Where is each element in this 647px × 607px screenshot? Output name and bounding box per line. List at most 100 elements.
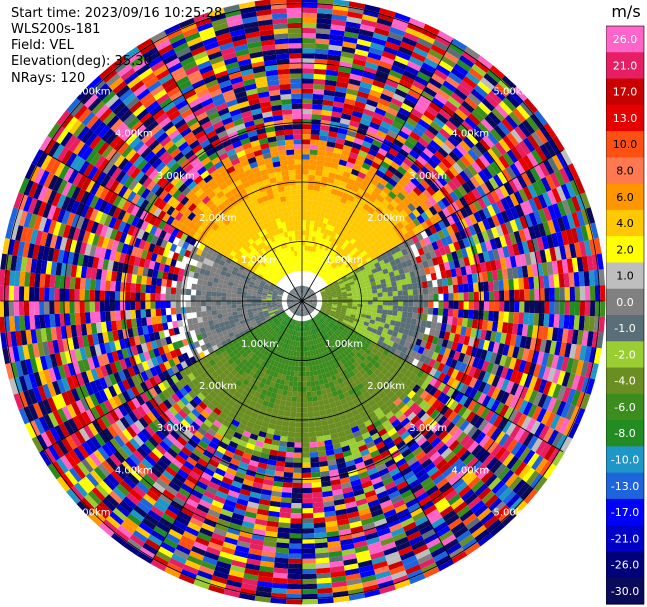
velocity-gate [310,456,319,463]
velocity-gate [534,288,540,301]
velocity-gate [367,250,375,257]
velocity-gate [381,50,397,61]
velocity-gate [360,19,377,28]
velocity-gate [458,301,464,310]
velocity-gate [325,270,331,276]
velocity-gate [350,283,356,288]
velocity-gate [438,128,451,140]
velocity-gate [409,56,424,67]
velocity-gate [538,208,548,223]
velocity-gate [361,14,378,23]
velocity-gate [368,273,375,280]
velocity-gate [509,163,521,178]
velocity-gate [342,293,348,297]
velocity-gate [509,255,517,268]
velocity-gate [419,202,429,212]
velocity-gate [302,48,316,54]
velocity-gate [463,309,469,319]
velocity-gate [483,301,490,311]
velocity-gate [302,376,307,382]
velocity-gate [453,188,464,200]
velocity-gate [463,193,473,205]
velocity-gate [392,17,409,28]
velocity-gate [385,277,391,284]
velocity-gate [522,119,536,135]
velocity-gate [427,158,438,169]
velocity-gate [390,143,402,153]
velocity-gate [450,268,457,278]
velocity-gate [566,213,576,229]
velocity-gate [429,225,438,235]
velocity-gate [412,145,423,156]
velocity-gate [334,274,341,279]
velocity-gate [305,366,310,372]
velocity-gate [322,268,328,274]
velocity-gate [490,226,500,239]
velocity-gate [557,201,567,217]
velocity-gate [371,268,378,274]
velocity-gate [333,272,339,278]
velocity-gate [356,38,372,47]
velocity-gate [316,226,322,233]
velocity-gate [486,270,494,282]
velocity-gate [302,0,318,3]
velocity-gate [466,274,473,284]
velocity-gate [375,70,389,80]
velocity-gate [420,90,435,102]
velocity-gate [347,83,360,91]
velocity-gate [584,240,592,256]
velocity-gate [423,294,429,301]
velocity-gate [376,308,383,314]
velocity-gate [302,194,308,200]
velocity-gate [453,259,461,269]
velocity-gate [478,101,492,115]
velocity-gate [321,176,329,183]
velocity-gate [569,243,577,259]
velocity-gate [349,238,357,245]
velocity-gate [305,286,309,292]
velocity-gate [386,203,395,212]
velocity-gate [302,573,317,580]
velocity-gate [397,306,403,312]
velocity-gate [494,83,510,98]
velocity-gate [585,223,594,240]
velocity-gate [366,170,376,179]
velocity-gate [327,281,333,286]
velocity-gate [482,206,492,219]
velocity-gate [518,157,530,172]
velocity-gate [302,83,314,89]
velocity-gate [302,518,314,524]
velocity-gate [345,93,357,101]
velocity-gate [471,145,483,158]
velocity-gate [377,165,388,174]
velocity-gate [330,116,341,123]
velocity-gate [478,138,491,152]
velocity-gate [429,250,437,259]
velocity-gate [491,202,501,215]
velocity-gate [341,266,347,272]
velocity-gate [377,296,383,301]
velocity-gate [403,184,413,194]
velocity-gate [339,284,346,289]
velocity-gate [338,280,344,285]
velocity-gate [287,578,302,585]
velocity-gate [474,59,490,73]
velocity-gate [400,74,415,85]
velocity-gate [311,295,317,298]
velocity-gate [378,98,391,107]
velocity-gate [422,260,429,269]
velocity-gate [316,252,321,259]
velocity-gate [398,268,405,275]
velocity-gate [358,123,370,131]
velocity-gate [545,174,557,190]
velocity-gate [335,288,342,292]
velocity-gate [374,107,387,117]
velocity-gate [556,231,565,247]
velocity-gate [315,211,321,217]
velocity-gate [433,212,443,223]
velocity-gate [370,178,380,187]
velocity-gate [321,109,333,117]
velocity-gate [558,314,565,329]
velocity-gate [523,214,533,228]
velocity-gate [304,291,307,297]
